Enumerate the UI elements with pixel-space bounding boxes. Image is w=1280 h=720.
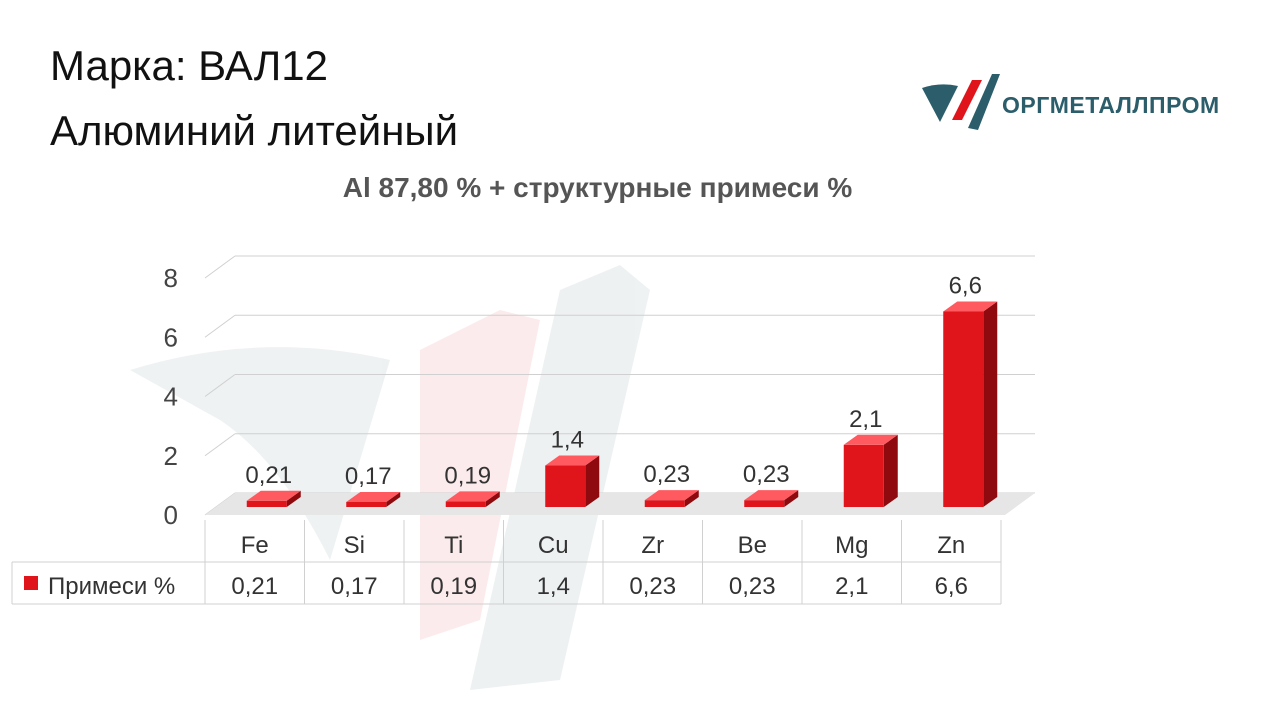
gridline-side: [204, 255, 236, 279]
table-value: 0,23: [729, 573, 776, 600]
bar-top: [843, 434, 898, 445]
bar-top: [445, 491, 500, 502]
bar-front: [346, 501, 387, 507]
bar: [246, 490, 301, 507]
gridline-side: [204, 374, 236, 397]
company-logo: ОРГМЕТАЛЛПРОМ: [920, 70, 1240, 140]
table-value: 6,6: [935, 573, 968, 600]
bar-front: [943, 311, 984, 507]
table-value: 0,19: [430, 573, 477, 600]
x-tick-label: Zn: [937, 532, 965, 559]
x-tick-label: Be: [738, 532, 767, 559]
data-label: 1,4: [551, 427, 584, 454]
x-tick-label: Mg: [835, 532, 868, 559]
gridline-side: [204, 433, 236, 457]
y-tick-label: 6: [164, 322, 178, 352]
logo-mark-icon: [922, 74, 1000, 130]
y-tick-label: 8: [164, 263, 178, 293]
material-title: Алюминий литейный: [50, 107, 459, 154]
bar-top: [545, 455, 600, 466]
bar-top: [744, 490, 799, 501]
y-tick-label: 2: [164, 441, 178, 471]
logo-text: ОРГМЕТАЛЛПРОМ: [1002, 92, 1220, 118]
chart-floor: [205, 493, 1035, 515]
data-label: 0,23: [743, 461, 790, 488]
y-tick-label: 0: [164, 500, 178, 530]
table-value: 0,23: [629, 573, 676, 600]
bar: [545, 455, 600, 507]
bar-top: [644, 490, 699, 501]
chart-title: Al 87,80 % + структурные примеси %: [342, 172, 853, 203]
data-label: 2,1: [849, 406, 882, 433]
data-label: 0,21: [245, 462, 292, 489]
x-tick-label: Fe: [241, 532, 269, 559]
bar-front: [744, 500, 785, 507]
y-tick-label: 4: [164, 382, 178, 412]
bar-side: [585, 455, 600, 507]
bar-side: [386, 491, 401, 507]
x-tick-label: Cu: [538, 532, 569, 559]
bar-side: [883, 434, 898, 507]
bar-front: [644, 500, 685, 507]
bar: [445, 491, 500, 507]
x-tick-label: Si: [344, 532, 365, 559]
table-value: 0,21: [231, 573, 278, 600]
table-value: 2,1: [835, 573, 868, 600]
bar-top: [246, 490, 301, 501]
bar-side: [983, 301, 998, 507]
bar-top: [943, 301, 998, 312]
bar-front: [246, 500, 287, 507]
x-tick-label: Zr: [641, 532, 664, 559]
table-value: 0,17: [331, 573, 378, 600]
data-label: 0,19: [444, 462, 491, 489]
data-label: 6,6: [949, 272, 982, 299]
data-label: 0,23: [643, 461, 690, 488]
bar-side: [684, 490, 699, 507]
x-tick-label: Ti: [444, 532, 463, 559]
table-value: 1,4: [537, 573, 570, 600]
bar: [346, 491, 401, 507]
legend-label: Примеси %: [48, 573, 175, 600]
bar: [843, 434, 898, 507]
bar-front: [545, 465, 586, 507]
legend-swatch: [24, 576, 38, 590]
bar: [744, 490, 799, 507]
bar-side: [286, 490, 301, 507]
bar: [644, 490, 699, 507]
bar-side: [784, 490, 799, 507]
bar-front: [843, 444, 884, 507]
gridline-side: [204, 314, 236, 338]
data-label: 0,17: [345, 463, 392, 490]
bar-side: [485, 491, 500, 507]
bar: [943, 301, 998, 507]
brand-title: Марка: ВАЛ12: [50, 42, 329, 89]
bar-top: [346, 491, 401, 502]
bar-front: [445, 501, 486, 507]
